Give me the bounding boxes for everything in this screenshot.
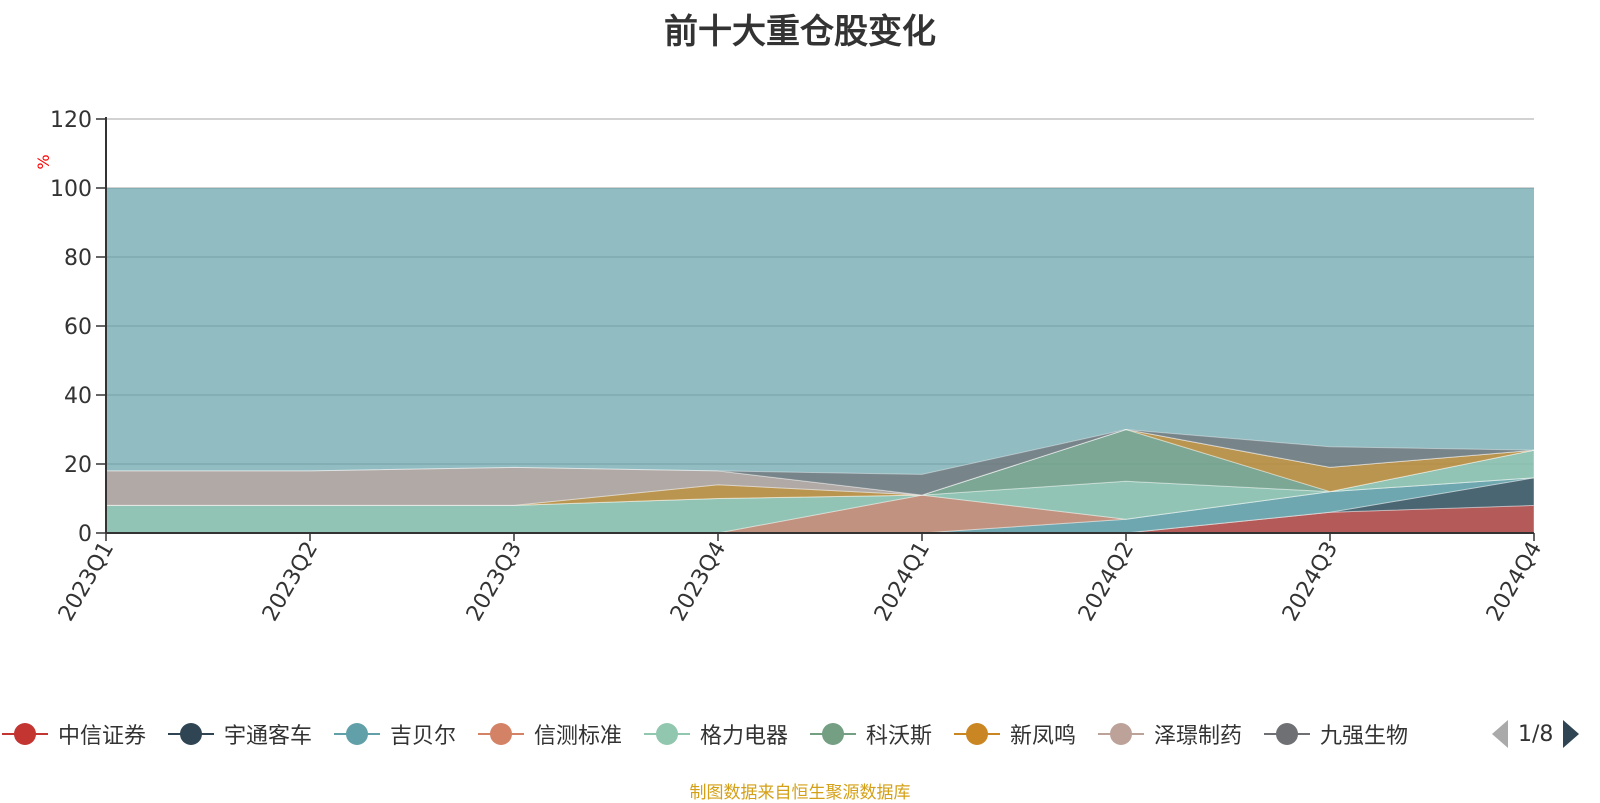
x-tick-label-8: 2024Q4 (1482, 538, 1547, 626)
legend-marker-icon (332, 722, 382, 746)
legend-marker-icon (1096, 722, 1146, 746)
legend-item-5[interactable]: 格力电器 (642, 712, 788, 756)
legend-next-icon[interactable] (1559, 718, 1583, 750)
y-tick-label-20: 20 (64, 453, 92, 478)
legend-label: 九强生物 (1320, 718, 1408, 750)
x-tick-label-4: 2023Q4 (666, 538, 731, 626)
legend-label: 格力电器 (700, 718, 788, 750)
legend-marker-icon (952, 722, 1002, 746)
y-tick-label-120: 120 (50, 108, 92, 133)
legend-item-1[interactable]: 中信证券 (0, 712, 146, 756)
legend-label: 信测标准 (534, 718, 622, 750)
y-axis-label: % (34, 154, 53, 169)
y-tick-label-80: 80 (64, 246, 92, 271)
y-tick-label-60: 60 (64, 315, 92, 340)
legend-page-indicator: 1/8 (1518, 722, 1553, 747)
legend-item-7[interactable]: 新凤鸣 (952, 712, 1076, 756)
x-tick-label-2: 2023Q2 (258, 538, 323, 626)
legend-marker-icon (1262, 722, 1312, 746)
legend-marker-icon (0, 722, 50, 746)
y-tick-label-100: 100 (50, 177, 92, 202)
x-tick-label-6: 2024Q2 (1074, 538, 1139, 626)
legend-label: 泽璟制药 (1154, 718, 1242, 750)
legend-item-2[interactable]: 宇通客车 (166, 712, 312, 756)
y-tick-label-0: 0 (78, 522, 92, 547)
legend-item-4[interactable]: 信测标准 (476, 712, 622, 756)
legend-item-8[interactable]: 泽璟制药 (1096, 712, 1242, 756)
legend-item-3[interactable]: 吉贝尔 (332, 712, 456, 756)
y-tick-label-40: 40 (64, 384, 92, 409)
legend-item-6[interactable]: 科沃斯 (808, 712, 932, 756)
x-tick-label-5: 2024Q1 (870, 538, 935, 626)
legend-label: 中信证券 (58, 718, 146, 750)
chart-canvas: 0 20 40 60 80 100 120% 2023Q1 2023Q2 2023Q3 2023Q4… (0, 0, 1600, 700)
x-tick-label-1: 2023Q1 (54, 538, 119, 626)
legend-pager: 1/8 (1488, 712, 1583, 756)
legend-label: 宇通客车 (224, 718, 312, 750)
source-note: 制图数据来自恒生聚源数据库 (0, 778, 1600, 803)
legend-marker-icon (808, 722, 858, 746)
legend-label: 新凤鸣 (1010, 718, 1076, 750)
x-tick-label-3: 2023Q3 (462, 538, 527, 626)
stacked-areas (106, 188, 1534, 533)
legend-item-9[interactable]: 九强生物 (1262, 712, 1408, 756)
legend-marker-icon (166, 722, 216, 746)
legend: 中信证券 宇通客车 吉贝尔 信测标准 格力电器 科沃斯 新凤鸣 泽璟制药 九强生物 (0, 712, 1480, 756)
legend-marker-icon (642, 722, 692, 746)
legend-label: 科沃斯 (866, 718, 932, 750)
legend-prev-icon[interactable] (1488, 718, 1512, 750)
legend-label: 吉贝尔 (390, 718, 456, 750)
x-tick-label-7: 2024Q3 (1278, 538, 1343, 626)
legend-marker-icon (476, 722, 526, 746)
